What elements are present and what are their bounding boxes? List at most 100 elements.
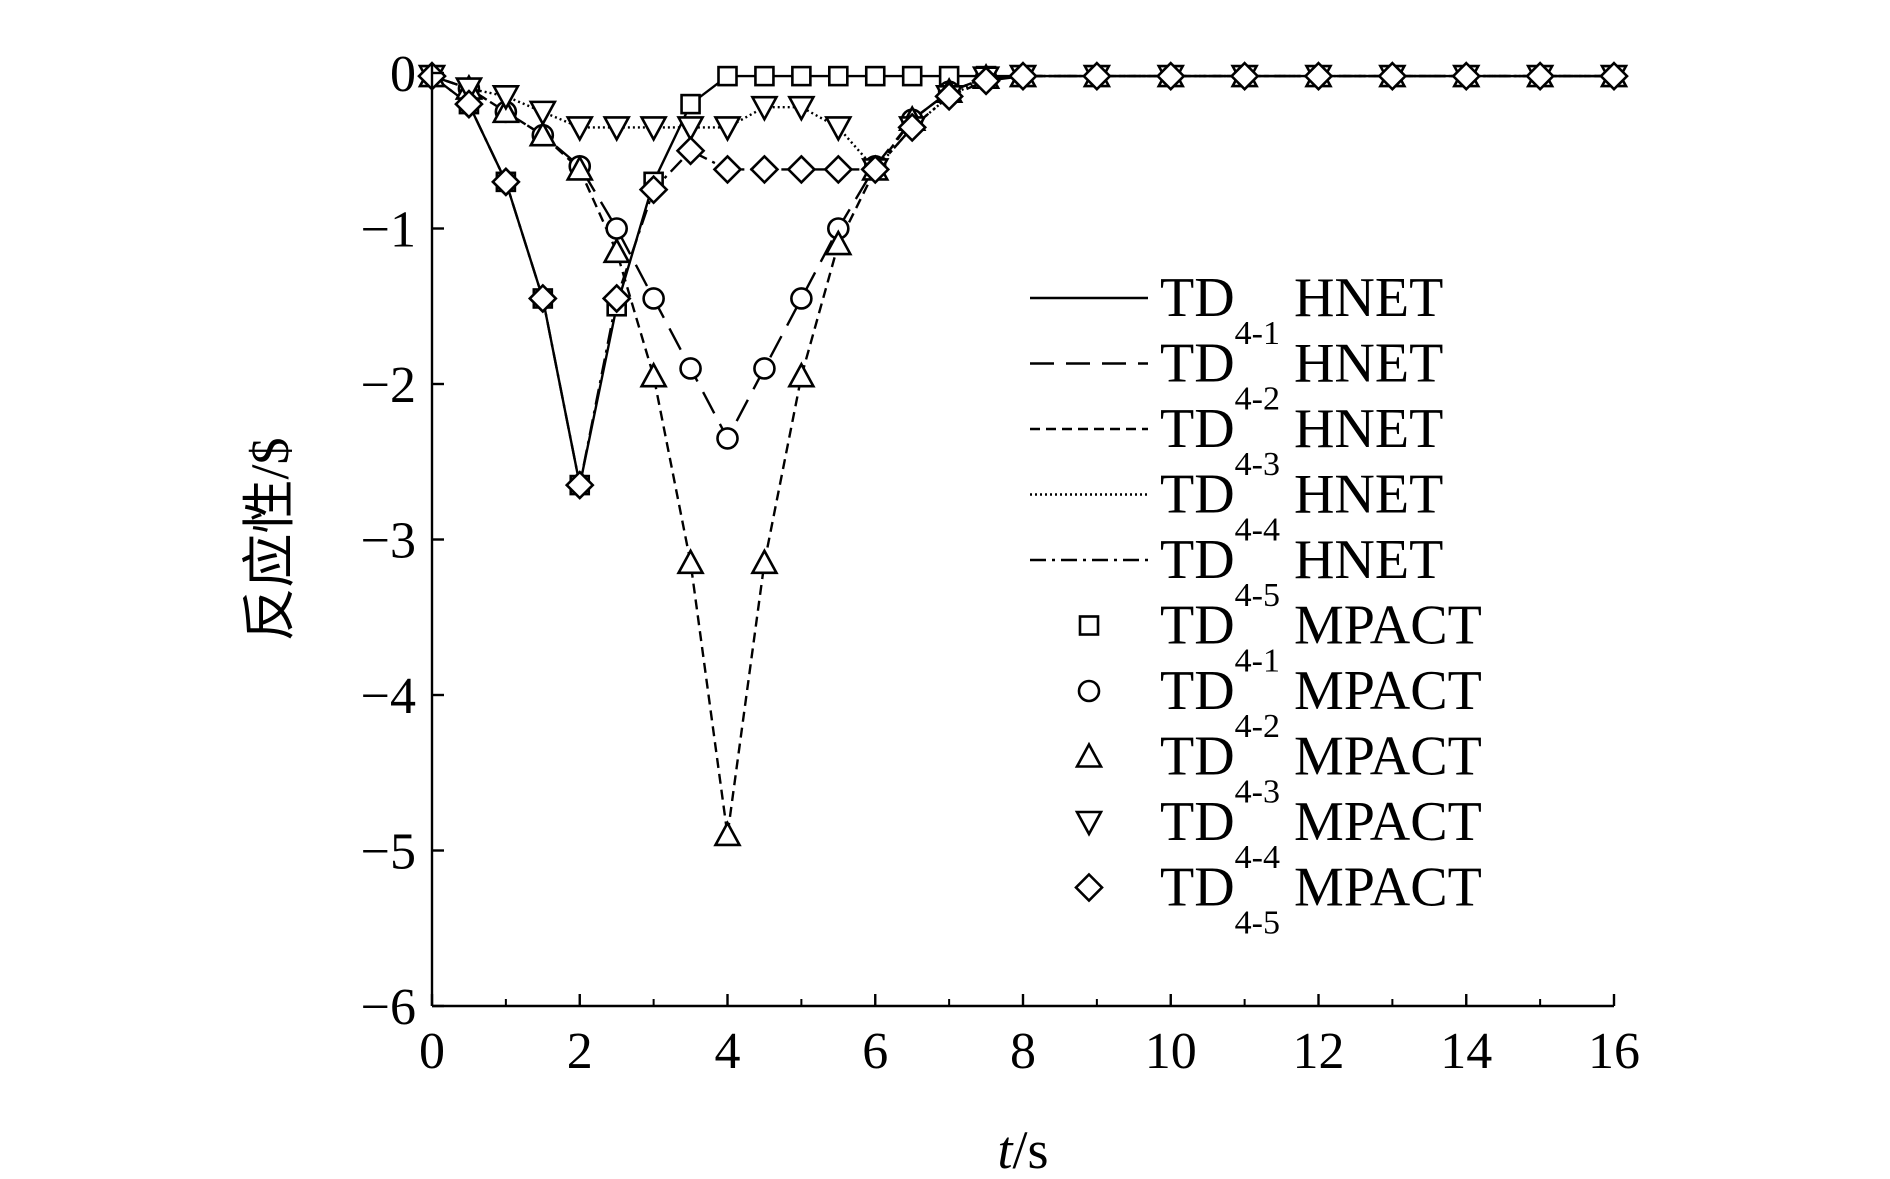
data-point (934, 81, 964, 112)
legend-marker-sample (1074, 741, 1104, 768)
data-point (828, 65, 849, 87)
legend-entry-4-4-hnet: TD4-4 HNET (1030, 464, 1443, 549)
data-point (901, 65, 923, 87)
data-point (564, 470, 595, 500)
data-point (1155, 61, 1186, 91)
data-point (491, 167, 521, 197)
data-point (750, 95, 779, 122)
data-point (823, 154, 854, 185)
x-tick-label: 12 (1293, 1023, 1345, 1080)
x-tick-label: 10 (1145, 1023, 1197, 1080)
data-point (642, 287, 665, 310)
data-point (787, 95, 816, 122)
y-tick-label: −2 (361, 357, 416, 414)
data-point (1229, 61, 1260, 91)
y-tick-label: −6 (361, 979, 416, 1036)
legend-label: TD4-1 HNET (1160, 267, 1443, 352)
data-point (1377, 61, 1408, 91)
legend-marker-sample (1077, 679, 1101, 703)
data-point (675, 135, 706, 166)
series-markers-4-2-mpact (420, 64, 1626, 450)
legend-entry-4-4-mpact: TD4-4 MPACT (1074, 791, 1482, 876)
y-tick-label: −4 (361, 668, 416, 725)
y-tick-label: −1 (361, 202, 416, 259)
data-point (638, 174, 669, 205)
legend-label: TD4-2 MPACT (1160, 660, 1482, 745)
legend-label: TD4-5 HNET (1160, 529, 1443, 614)
x-tick-label: 16 (1588, 1023, 1640, 1080)
y-tick-label: −5 (361, 824, 416, 881)
legend-label: TD4-3 MPACT (1160, 726, 1482, 811)
data-point (713, 820, 742, 847)
x-tick-label: 0 (419, 1023, 445, 1080)
data-point (454, 89, 484, 119)
series-markers-4-5-mpact (417, 61, 1629, 500)
axes: 0 2 4 6 8 10 12 14 16 0 −1 −2 −3 −4 −5 −6 (361, 46, 1640, 1080)
data-point (601, 283, 632, 314)
legend-label: TD4-1 MPACT (1160, 595, 1482, 680)
data-point (712, 154, 743, 185)
data-point (864, 65, 886, 87)
data-point (676, 116, 705, 143)
data-point (1303, 61, 1334, 91)
data-point (824, 116, 853, 143)
data-point (639, 116, 668, 143)
data-point (491, 85, 521, 112)
legend-entry-4-3-mpact: TD4-3 MPACT (1074, 726, 1482, 811)
plot-area (417, 61, 1629, 847)
data-point (716, 427, 739, 450)
data-point (602, 116, 631, 143)
data-point (676, 548, 705, 575)
data-point (605, 217, 628, 240)
data-point (749, 154, 780, 185)
legend-entry-4-5-mpact: TD4-5 MPACT (1074, 857, 1482, 942)
data-point (602, 237, 631, 264)
legend-entry-4-5-hnet: TD4-5 HNET (1030, 529, 1443, 614)
data-point (527, 283, 558, 314)
legend-entry-4-1-mpact: TD4-1 MPACT (1078, 595, 1482, 680)
data-point (1525, 61, 1555, 91)
data-point (639, 361, 668, 388)
x-tick-label: 14 (1440, 1023, 1492, 1080)
legend-label: TD4-3 HNET (1160, 398, 1443, 483)
data-point (565, 116, 594, 143)
legend-entry-4-2-mpact: TD4-2 MPACT (1077, 660, 1482, 745)
data-point (713, 116, 742, 143)
legend-label: TD4-4 HNET (1160, 464, 1443, 549)
legend-marker-sample (1074, 810, 1104, 837)
legend-marker-sample (1078, 615, 1100, 636)
y-axis-label: 反应性/$ (240, 437, 300, 641)
x-tick-label: 8 (1010, 1023, 1036, 1080)
data-point (750, 548, 779, 575)
data-point (754, 65, 775, 87)
data-point (971, 65, 1001, 96)
data-point (528, 120, 558, 147)
data-point (790, 287, 813, 310)
data-point (1008, 61, 1038, 91)
data-point (1451, 61, 1482, 91)
data-point (897, 112, 928, 143)
data-point (679, 357, 702, 380)
data-point (791, 65, 812, 87)
data-point (786, 154, 817, 185)
data-point (787, 361, 816, 388)
legend-marker-sample (1074, 872, 1104, 903)
legend-label: TD4-5 MPACT (1160, 857, 1482, 942)
y-tick-label: −3 (361, 513, 416, 570)
x-axis-label: t/s (997, 1120, 1048, 1179)
data-point (753, 357, 776, 380)
data-point (528, 100, 558, 127)
data-point (1599, 61, 1629, 91)
data-point (565, 154, 594, 181)
data-point (680, 93, 701, 115)
legend-entry-4-2-hnet: TD4-2 HNET (1030, 333, 1443, 418)
x-tick-label: 2 (567, 1023, 593, 1080)
x-tick-label: 4 (715, 1023, 741, 1080)
data-point (1082, 61, 1112, 91)
legend-entry-4-3-hnet: TD4-3 HNET (1030, 398, 1443, 483)
y-tick-label: 0 (390, 46, 416, 103)
x-tick-label: 6 (862, 1023, 888, 1080)
legend-label: TD4-4 MPACT (1160, 791, 1482, 876)
